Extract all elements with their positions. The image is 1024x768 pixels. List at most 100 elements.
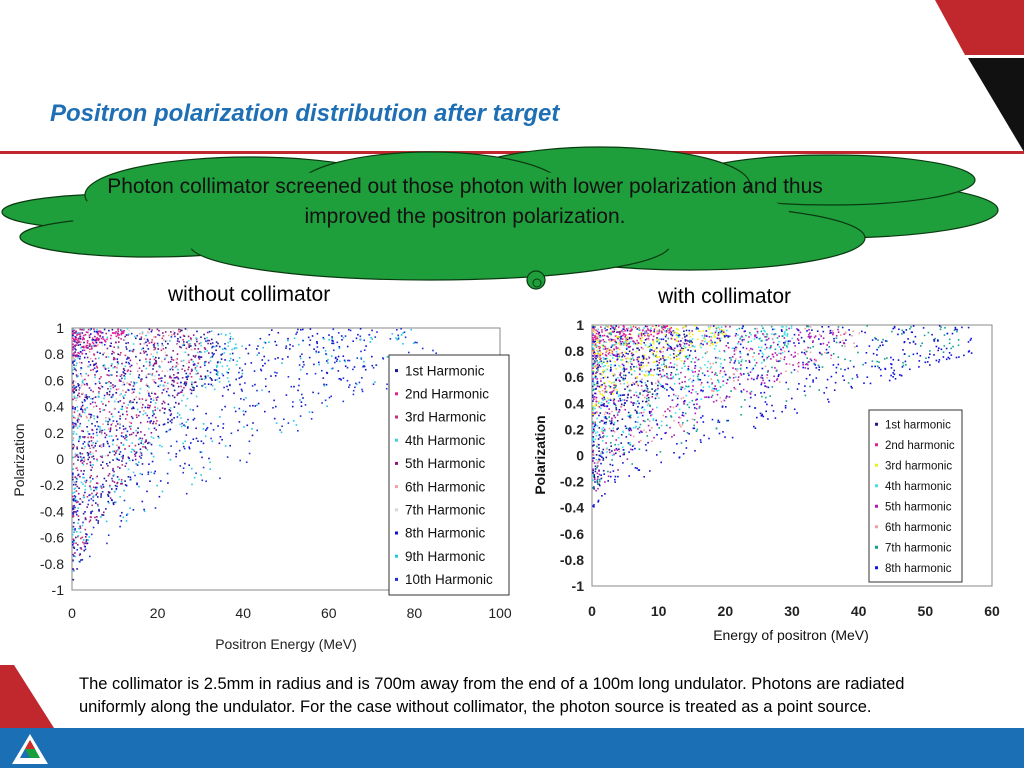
- data-point: [630, 328, 633, 330]
- data-point: [93, 458, 95, 460]
- data-point: [594, 345, 597, 348]
- data-point: [713, 333, 716, 335]
- data-point: [817, 364, 820, 367]
- data-point: [828, 346, 831, 348]
- data-point: [632, 444, 635, 446]
- data-point: [199, 351, 201, 353]
- data-point: [182, 339, 184, 341]
- data-point: [592, 421, 594, 424]
- data-point: [289, 348, 291, 350]
- data-point: [95, 494, 97, 496]
- data-point: [656, 333, 659, 335]
- data-point: [715, 388, 717, 390]
- data-point: [127, 476, 130, 478]
- data-point: [211, 379, 213, 381]
- data-point: [112, 502, 115, 504]
- data-point: [74, 351, 76, 353]
- data-point: [119, 515, 122, 517]
- data-point: [195, 337, 197, 339]
- data-point: [754, 427, 757, 429]
- data-point: [205, 340, 207, 342]
- data-point: [726, 378, 729, 381]
- data-point: [699, 330, 701, 333]
- data-point: [638, 349, 640, 351]
- data-point: [190, 368, 193, 371]
- data-point: [151, 414, 154, 417]
- data-point: [657, 339, 660, 341]
- data-point: [638, 431, 641, 434]
- data-point: [150, 401, 152, 403]
- data-point: [612, 389, 615, 392]
- data-point: [96, 337, 99, 339]
- data-point: [617, 377, 619, 379]
- data-point: [138, 414, 140, 417]
- data-point: [180, 417, 182, 419]
- data-point: [765, 385, 768, 388]
- data-point: [667, 337, 670, 340]
- data-point: [229, 332, 231, 335]
- data-point: [113, 407, 116, 410]
- data-point: [681, 327, 684, 329]
- data-point: [171, 334, 173, 336]
- data-point: [766, 377, 769, 379]
- data-point: [609, 463, 612, 466]
- data-point: [176, 382, 179, 384]
- data-point: [251, 428, 253, 430]
- data-point: [656, 360, 658, 363]
- data-point: [777, 375, 780, 378]
- data-point: [592, 365, 594, 367]
- data-point: [178, 328, 180, 331]
- data-point: [624, 402, 626, 404]
- data-point: [113, 470, 115, 473]
- data-point: [656, 454, 658, 456]
- data-point: [119, 451, 122, 453]
- data-point: [649, 404, 651, 407]
- data-point: [382, 358, 385, 360]
- data-point: [676, 364, 678, 367]
- data-point: [244, 363, 247, 365]
- data-point: [701, 339, 703, 342]
- data-point: [161, 344, 164, 347]
- data-point: [677, 333, 680, 335]
- data-point: [170, 413, 173, 415]
- data-point: [593, 351, 595, 353]
- data-point: [752, 355, 754, 358]
- data-point: [830, 354, 833, 357]
- data-point: [625, 334, 627, 336]
- data-point: [254, 405, 257, 407]
- data-point: [830, 332, 832, 334]
- data-point: [273, 417, 276, 420]
- data-point: [854, 346, 856, 348]
- data-point: [909, 342, 911, 344]
- data-point: [136, 464, 139, 466]
- data-point: [815, 377, 818, 379]
- data-point: [909, 368, 911, 371]
- data-point: [723, 370, 726, 373]
- data-point: [879, 344, 881, 347]
- data-point: [96, 415, 99, 418]
- data-point: [209, 342, 212, 345]
- data-point: [690, 350, 692, 352]
- data-point: [604, 348, 607, 350]
- data-point: [78, 487, 80, 489]
- data-point: [88, 345, 91, 347]
- data-point: [734, 388, 737, 391]
- data-point: [704, 364, 706, 366]
- data-point: [88, 334, 91, 336]
- data-point: [96, 475, 98, 478]
- data-point: [692, 375, 695, 377]
- data-point: [717, 389, 720, 392]
- data-point: [766, 335, 769, 337]
- data-point: [598, 340, 601, 342]
- data-point: [101, 429, 104, 432]
- data-point: [720, 362, 722, 365]
- data-point: [670, 327, 673, 329]
- data-point: [342, 377, 345, 379]
- data-point: [667, 366, 669, 369]
- data-point: [863, 382, 865, 384]
- data-point: [184, 462, 186, 465]
- data-point: [86, 397, 88, 400]
- data-point: [741, 335, 743, 338]
- data-point: [188, 346, 190, 348]
- data-point: [89, 461, 92, 463]
